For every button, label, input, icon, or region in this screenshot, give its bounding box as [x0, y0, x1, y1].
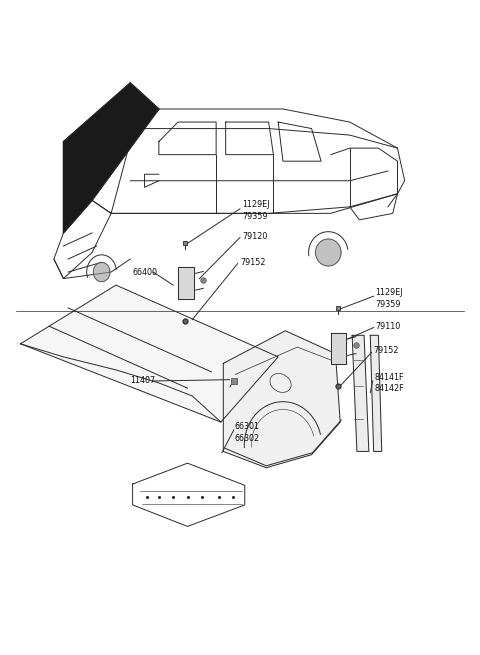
Text: 1129EJ: 1129EJ — [242, 200, 270, 210]
Text: 11407: 11407 — [130, 377, 156, 386]
Polygon shape — [178, 267, 194, 299]
Polygon shape — [315, 239, 341, 266]
Text: 79110: 79110 — [375, 322, 401, 331]
Text: 1129EJ: 1129EJ — [375, 288, 403, 297]
Polygon shape — [370, 335, 382, 451]
Text: 79152: 79152 — [240, 258, 265, 267]
Text: 84141F: 84141F — [374, 373, 404, 382]
Polygon shape — [93, 263, 110, 282]
Polygon shape — [21, 285, 278, 422]
Polygon shape — [352, 335, 369, 451]
Text: 79359: 79359 — [242, 212, 268, 221]
Text: 66301: 66301 — [234, 422, 259, 431]
Text: 66302: 66302 — [234, 434, 259, 443]
Text: 79120: 79120 — [242, 232, 268, 240]
Polygon shape — [331, 333, 347, 364]
Text: 84142F: 84142F — [374, 384, 404, 393]
Polygon shape — [223, 331, 340, 468]
Text: 66400: 66400 — [132, 267, 157, 276]
Text: 79359: 79359 — [375, 299, 401, 309]
Text: 79152: 79152 — [373, 346, 399, 356]
Polygon shape — [63, 83, 159, 233]
